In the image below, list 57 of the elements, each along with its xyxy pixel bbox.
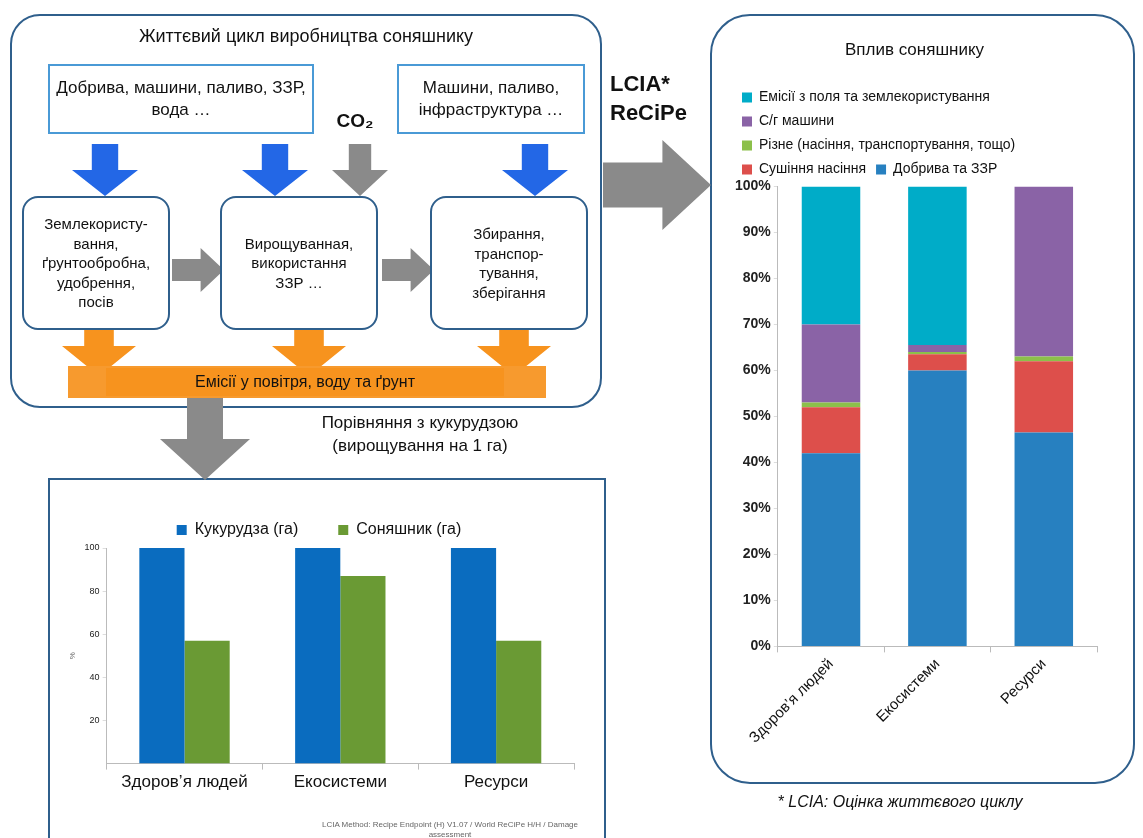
y-tick-label: 40 [89,671,100,682]
text: Емісії у повітря, воду та ґрунт [106,368,504,396]
y-tick-label: 60 [89,628,100,639]
bar [450,548,497,764]
x-tick-label: Екосистеми [293,772,387,792]
text: LCIA Method: Recipe Endpoint (H) V1.07 / World ReCiPe H/H / Damage assessment [321,820,579,838]
legend-label: Емісії з поля та землекористування [759,88,990,105]
x-tick-label: Здоров’я людей [121,772,248,792]
bar [908,354,967,371]
y-tick-label: 50% [742,407,772,424]
chart-title: Вплив соняшнику [844,39,985,59]
bar [801,186,861,325]
y-tick-label: 10% [742,591,772,608]
bar [908,370,967,646]
y-tick-label: 60% [742,361,772,378]
bar [908,186,967,346]
bar [1014,186,1074,357]
bar [184,640,230,764]
text: Збирання, транспор- тування, зберігання [430,196,588,330]
text: Вирощуванная, використання ЗЗР … [220,196,378,330]
bar [295,548,341,764]
y-tick-label: 100% [734,177,772,194]
legend-label: Соняшник (га) [356,520,462,538]
legend-label: Кукурудза (га) [194,520,299,538]
y-tick-label: 70% [742,315,772,332]
legend-label: С/г машини [759,112,835,129]
x-tick-label: Ресурси [463,772,529,792]
bar [1014,361,1074,433]
legend-label: Різне (насіння, транспортування, тощо) [759,136,1016,153]
text: Машини, паливо, інфраструктура … [397,64,585,134]
y-tick-label: 80% [742,269,772,286]
bar [139,548,185,764]
text: Землекористу- вання, ґрунтообробна, удобрення, посів [22,196,170,330]
bar [496,640,542,764]
y-tick-label: 90% [742,223,772,240]
bar [1014,432,1074,646]
chart-title: Порівняння з кукурудзою (вирощування на 1 га) [320,412,520,457]
legend-label: Сушіння насіння [759,160,867,177]
y-tick-label: 80 [89,585,100,596]
y-tick-label: 0% [750,637,772,654]
y-tick-label: 20 [89,714,100,725]
bar [340,576,386,764]
bar [908,345,967,352]
y-tick-label: 20% [742,545,772,562]
text: Добрива, машини, паливо, ЗЗР, вода … [48,64,314,134]
y-tick-label: 30% [742,499,772,516]
y-axis-title: % [68,652,77,660]
text: Життєвий цикл виробництва соняшнику [137,26,475,47]
text: LCIA* ReCiPe [610,70,689,127]
text: CO₂ [335,108,375,133]
y-tick-label: 40% [742,453,772,470]
text: * LCIA: Оцінка життєвого циклу [776,792,1024,812]
bar [801,324,861,403]
legend-label: Добрива та ЗЗР [893,160,998,177]
y-tick-label: 100 [84,542,100,553]
bar [801,453,861,646]
bar [801,407,861,454]
